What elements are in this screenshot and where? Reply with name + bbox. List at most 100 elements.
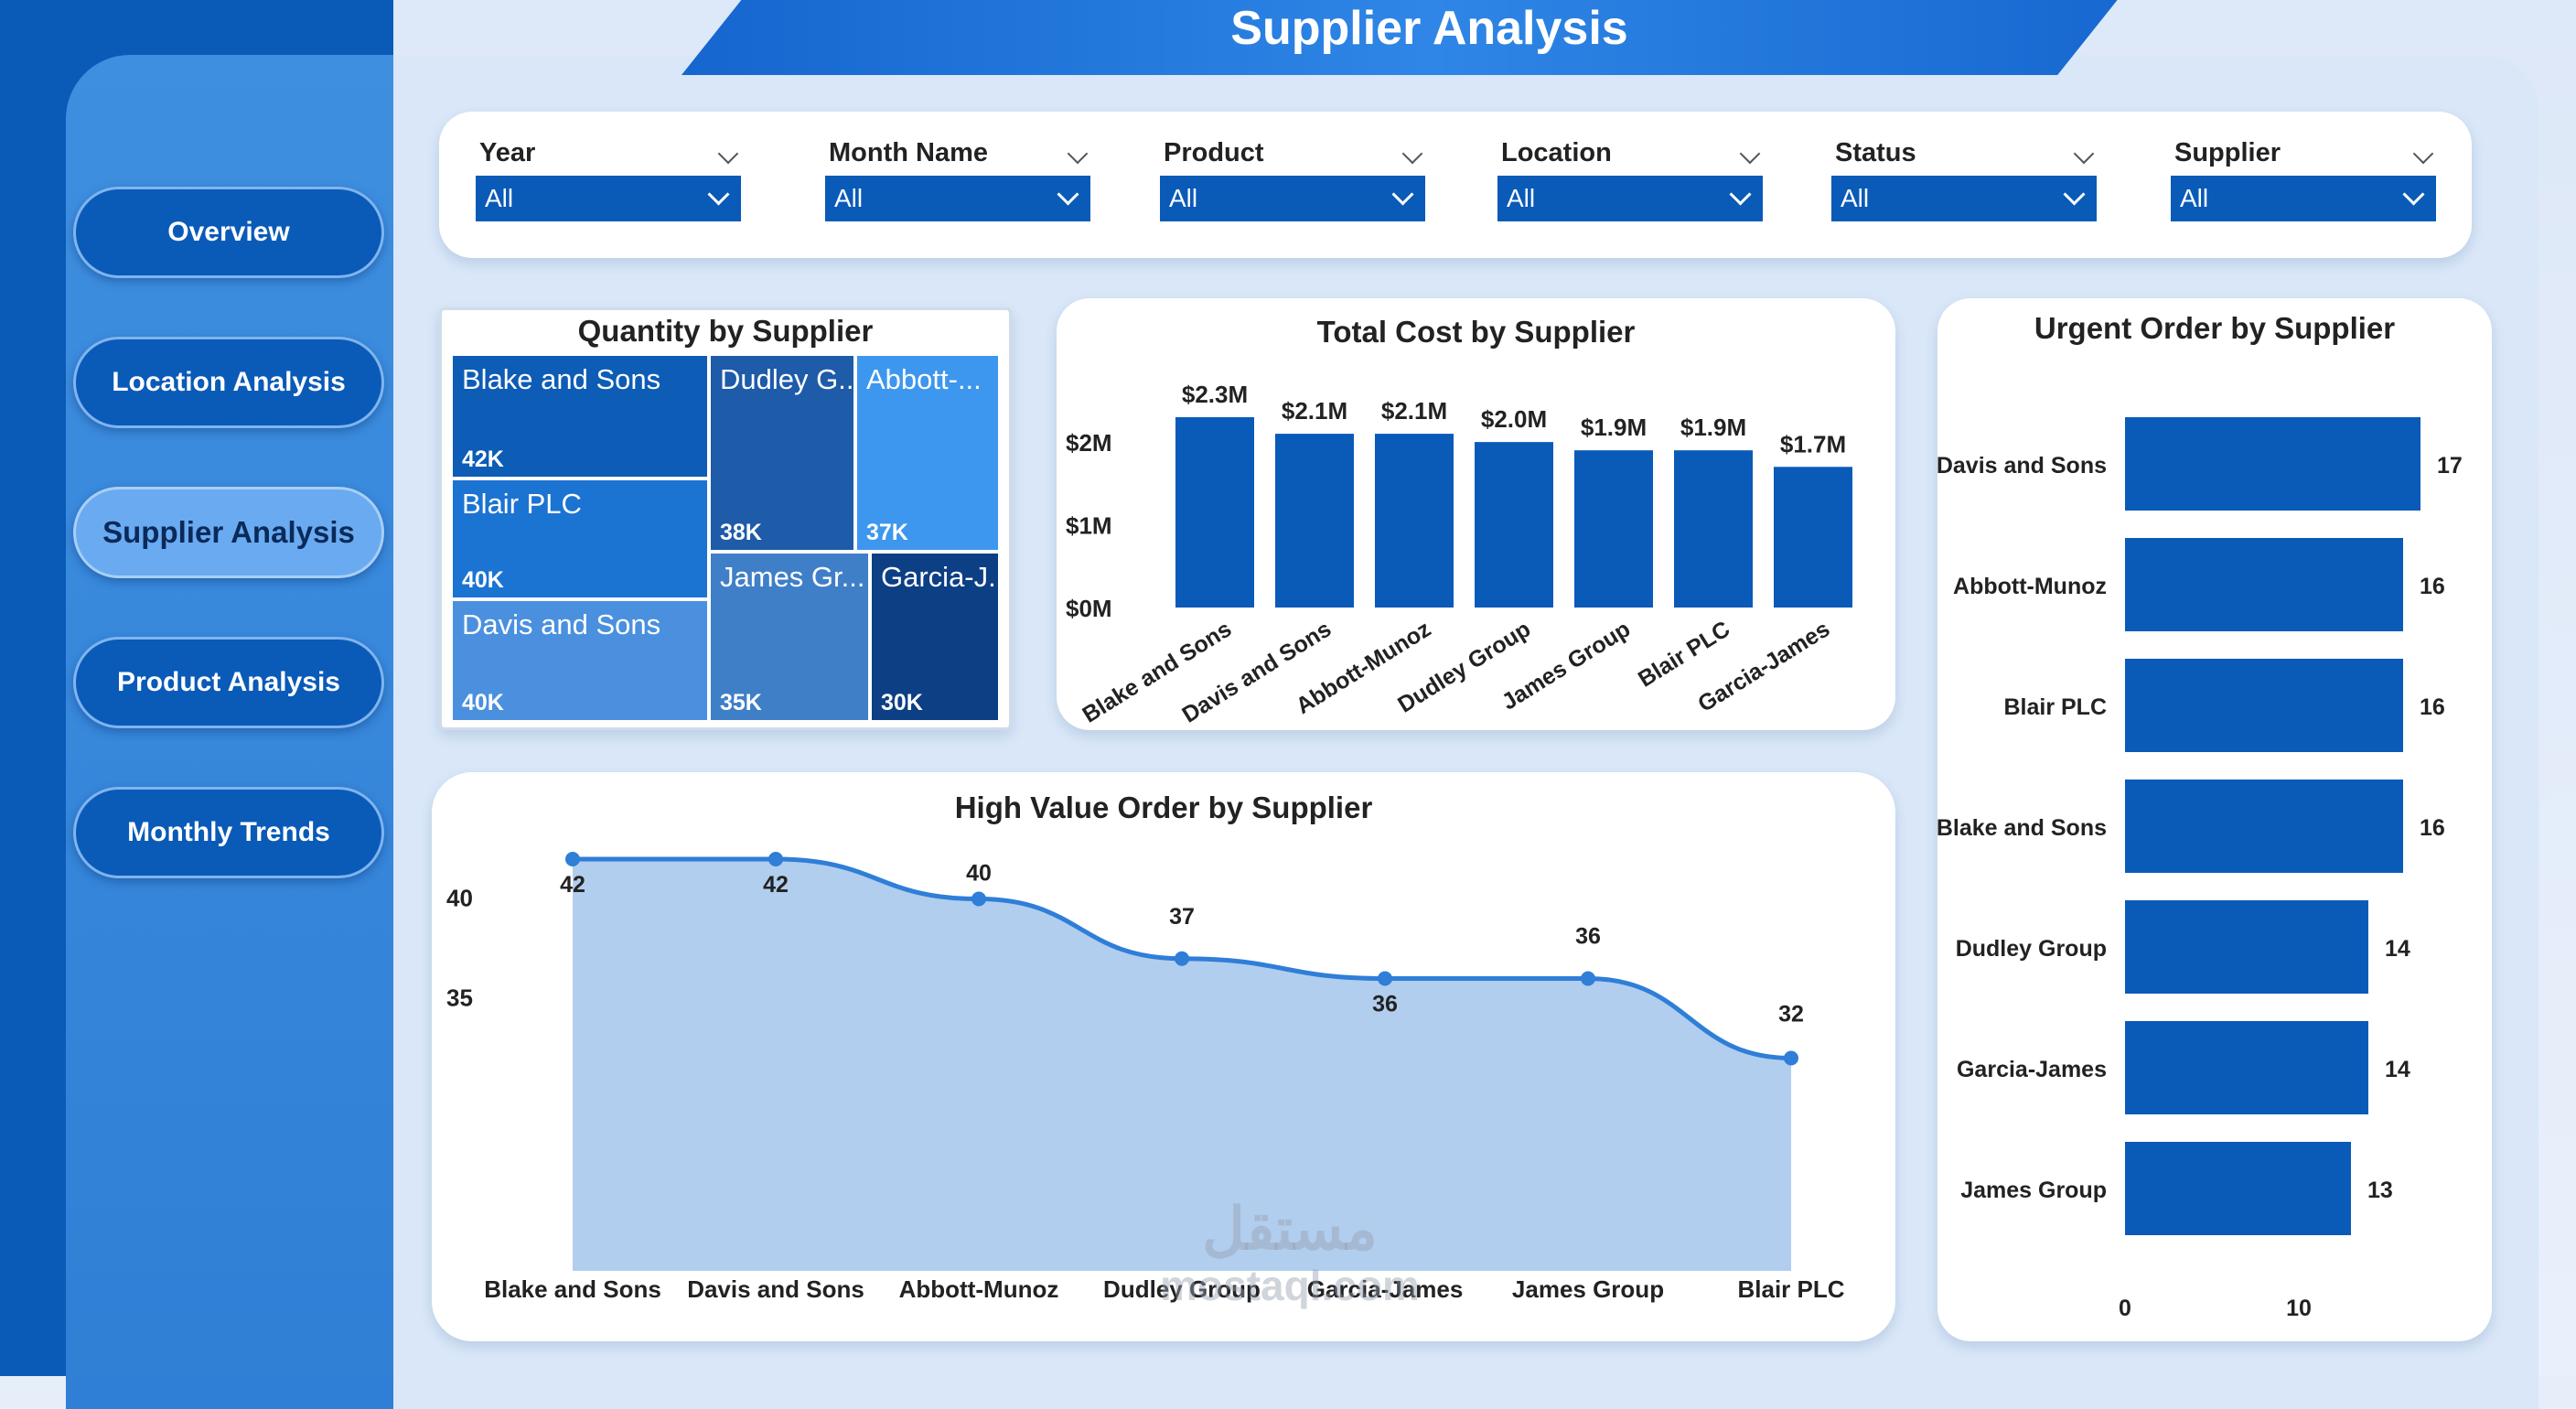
chevron-down-icon[interactable] xyxy=(1729,183,1752,206)
chevron-down-icon[interactable] xyxy=(2402,183,2425,206)
chevron-down-icon[interactable] xyxy=(2063,183,2086,206)
title-banner xyxy=(682,0,2118,75)
total-cost-card: Total Cost by Supplier $0M $1M $2M $2.3M Bla… xyxy=(1057,298,1895,730)
chevron-down-icon[interactable] xyxy=(1739,143,1761,165)
high-value-chart: 42 Blake and Sons 42 Davis and Sons 40 Abbott… xyxy=(446,852,1845,1303)
x-tick-label: 0 xyxy=(2119,1296,2131,1321)
treemap-label: Abbott-... xyxy=(866,363,982,395)
bar[interactable] xyxy=(2125,538,2403,631)
data-point[interactable] xyxy=(971,891,986,907)
nav-button[interactable]: Supplier Analysis xyxy=(73,487,384,578)
data-point[interactable] xyxy=(1378,971,1392,986)
treemap-cell[interactable]: Davis and Sons 40K xyxy=(451,599,709,722)
slicer-label[interactable]: Location xyxy=(1497,130,1763,176)
slicer-label-text: Product xyxy=(1164,138,1264,167)
slicer-dropdown[interactable]: All xyxy=(2171,176,2436,221)
data-point[interactable] xyxy=(768,852,783,866)
slicer-dropdown[interactable]: All xyxy=(476,176,741,221)
chevron-down-icon[interactable] xyxy=(717,143,739,165)
bar[interactable] xyxy=(1674,450,1753,608)
treemap-cell[interactable]: Abbott-... 37K xyxy=(855,354,1000,552)
slicer: Month Name All xyxy=(825,130,1090,221)
slicer-label[interactable]: Product xyxy=(1160,130,1425,176)
bar[interactable] xyxy=(1275,434,1354,608)
nav-button[interactable]: Overview xyxy=(73,187,384,278)
slicer-dropdown[interactable]: All xyxy=(825,176,1090,221)
data-label: $2.0M xyxy=(1481,405,1547,433)
chevron-down-icon[interactable] xyxy=(1401,143,1423,165)
watermark-url: mostaql.com xyxy=(1160,1262,1420,1309)
data-point[interactable] xyxy=(1175,951,1189,966)
data-point[interactable] xyxy=(565,852,580,866)
slicer-label[interactable]: Month Name xyxy=(825,130,1090,176)
slicer-label[interactable]: Status xyxy=(1831,130,2097,176)
x-tick-label: Abbott-Munoz xyxy=(899,1275,1059,1303)
nav-button[interactable]: Product Analysis xyxy=(73,637,384,728)
bar[interactable] xyxy=(2125,417,2420,511)
data-point[interactable] xyxy=(1784,1050,1798,1066)
slicer-label[interactable]: Supplier xyxy=(2171,130,2436,176)
treemap-cell[interactable]: James Gr... 35K xyxy=(709,552,870,722)
y-tick-label: Blair PLC xyxy=(2003,694,2107,720)
data-label: $1.7M xyxy=(1780,430,1846,457)
data-label: 16 xyxy=(2420,574,2445,599)
slicer-dropdown[interactable]: All xyxy=(1497,176,1763,221)
slicer-label-text: Status xyxy=(1835,138,1916,167)
data-label: 14 xyxy=(2385,1057,2410,1082)
nav-button[interactable]: Location Analysis xyxy=(73,337,384,428)
data-label: 36 xyxy=(1372,992,1398,1017)
treemap: Blake and Sons 42K Blair PLC 40K Davis and S… xyxy=(451,354,1000,722)
bar[interactable] xyxy=(1175,417,1254,608)
y-tick-label: $2M xyxy=(1066,429,1112,457)
nav-button[interactable]: Monthly Trends xyxy=(73,787,384,878)
treemap-cell[interactable]: Dudley G... 38K xyxy=(709,354,855,552)
x-tick-label: 10 xyxy=(2286,1296,2312,1321)
slicer-dropdown[interactable]: All xyxy=(1160,176,1425,221)
y-tick-label: $0M xyxy=(1066,595,1112,622)
slicer-label-text: Year xyxy=(479,138,536,167)
slicer-value: All xyxy=(485,184,514,212)
slicer-label-text: Location xyxy=(1501,138,1612,167)
slicer-value: All xyxy=(1169,184,1198,212)
bar[interactable] xyxy=(1375,434,1454,608)
bar[interactable] xyxy=(2125,900,2368,994)
treemap-value: 30K xyxy=(881,690,923,715)
bar[interactable] xyxy=(2125,659,2403,752)
bar[interactable] xyxy=(2125,1021,2368,1114)
x-tick-label: Garcia-James xyxy=(1307,1275,1464,1303)
bar[interactable] xyxy=(2125,1142,2351,1235)
slicer-label[interactable]: Year xyxy=(476,130,741,176)
area-fill xyxy=(573,859,1791,1271)
data-label: 42 xyxy=(560,872,585,898)
chevron-down-icon[interactable] xyxy=(2412,143,2434,165)
treemap-cell[interactable]: Blair PLC 40K xyxy=(451,479,709,599)
chevron-down-icon[interactable] xyxy=(2073,143,2095,165)
x-tick-label: Blair PLC xyxy=(1737,1275,1844,1303)
bar[interactable] xyxy=(1774,467,1852,608)
watermark-text: مستقل xyxy=(1202,1196,1378,1262)
treemap-cell[interactable]: Garcia-J... 30K xyxy=(870,552,1000,722)
bar[interactable] xyxy=(1574,450,1653,608)
slicer: Product All xyxy=(1160,130,1425,221)
bar[interactable] xyxy=(2125,780,2403,873)
chevron-down-icon[interactable] xyxy=(1057,183,1079,206)
chevron-down-icon[interactable] xyxy=(1391,183,1414,206)
treemap-value: 40K xyxy=(462,690,504,715)
data-label: 36 xyxy=(1575,924,1601,950)
high-value-card: High Value Order by Supplier 42 Blake and… xyxy=(432,772,1895,1341)
page-title: Supplier Analysis xyxy=(1230,2,1628,55)
slicer-value: All xyxy=(1507,184,1536,212)
treemap-cell[interactable]: Blake and Sons 42K xyxy=(451,354,709,479)
chevron-down-icon[interactable] xyxy=(1067,143,1089,165)
treemap-label: Garcia-J... xyxy=(881,561,1000,593)
slicer-dropdown[interactable]: All xyxy=(1831,176,2097,221)
chart-title: Urgent Order by Supplier xyxy=(2034,311,2396,345)
bar[interactable] xyxy=(1475,442,1553,608)
y-tick-label: Blake and Sons xyxy=(1937,815,2107,841)
x-tick-label: Davis and Sons xyxy=(687,1275,864,1303)
treemap-value: 38K xyxy=(720,520,762,545)
chevron-down-icon[interactable] xyxy=(707,183,730,206)
x-tick-label: Blake and Sons xyxy=(484,1275,661,1303)
data-point[interactable] xyxy=(1581,971,1595,986)
data-label: 32 xyxy=(1778,1002,1804,1027)
